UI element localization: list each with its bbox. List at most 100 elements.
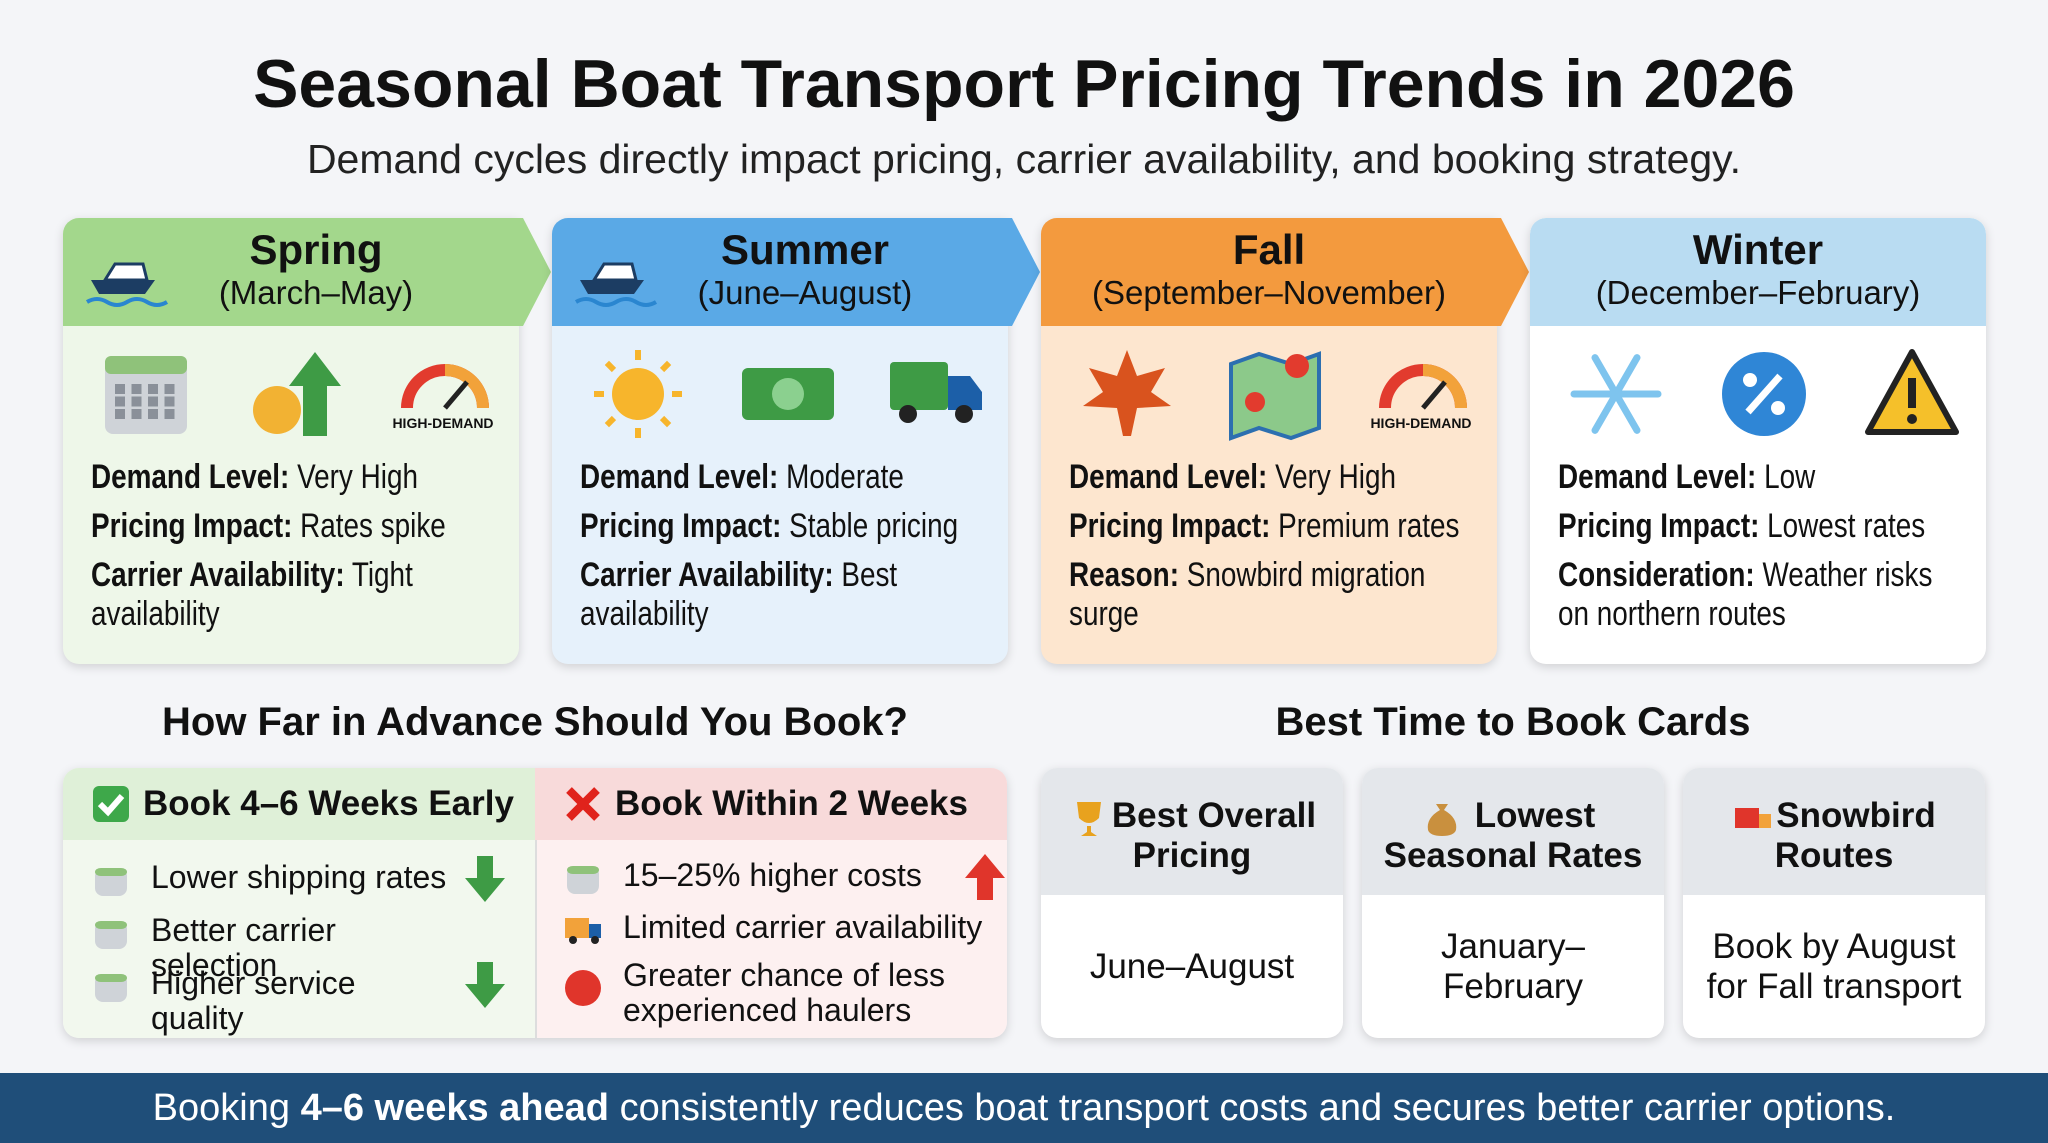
check (97, 794, 125, 817)
icon-svg (1497, 218, 1529, 326)
detail-value: Low (1764, 458, 1816, 496)
season-card: Spring (March–May) HIGH-DEMAND Demand Level… (63, 218, 551, 664)
icon-svg (565, 918, 601, 944)
best-card: Lowest Seasonal Rates January–February (1362, 768, 1664, 1038)
advance-header-bg (535, 768, 1007, 840)
detail-value: Stable pricing (789, 507, 959, 545)
icon-svg (1427, 804, 1457, 836)
season-header (1530, 218, 1986, 326)
title: Seasonal Boat Transport Pricing Trends i… (253, 46, 1795, 122)
pin (1245, 392, 1265, 412)
detail-value: Very High (1275, 458, 1396, 496)
detail-row: Consideration: Weather risks on northern… (1558, 556, 1968, 634)
item-icon (563, 968, 603, 1008)
calendar-top (95, 868, 127, 876)
advance-item: Greater chance of less experienced haule… (623, 957, 945, 1028)
icon-svg (465, 962, 505, 1008)
season-details: Demand Level: Low Pricing Impact: Lowest … (1558, 458, 1968, 644)
calendar-cell (164, 384, 175, 394)
warn-dot (1907, 414, 1917, 424)
season-icon (1568, 346, 1664, 442)
detail-label: Carrier Availability: (580, 556, 834, 594)
detail-row: Pricing Impact: Lowest rates (1558, 507, 1968, 546)
season-header (1041, 218, 1497, 326)
detail-row: Demand Level: Very High (91, 458, 501, 497)
advance-header-bg (63, 768, 535, 840)
icon-svg (1379, 364, 1467, 410)
detail-label: Demand Level: (91, 458, 290, 496)
bill-coin (772, 378, 804, 410)
sun (612, 368, 664, 420)
detail-label: Pricing Impact: (1069, 507, 1271, 545)
season-name: Winter (1692, 226, 1824, 273)
calendar-cell (148, 396, 158, 407)
season-icon (1079, 346, 1175, 442)
icon-svg (1077, 802, 1101, 836)
calendar-cell (131, 409, 142, 419)
detail-row: Carrier Availability: Best availability (580, 556, 990, 634)
header-arrow (519, 218, 551, 326)
best-card-header (1041, 768, 1343, 895)
footer-text: Booking (152, 1087, 290, 1129)
sun-ray (659, 360, 672, 373)
icon-svg (890, 362, 982, 423)
detail-row: Demand Level: Low (1558, 458, 1968, 497)
icon-svg (465, 856, 505, 902)
percent-dot (1743, 373, 1757, 387)
detail-label: Pricing Impact: (1558, 507, 1760, 545)
detail-label: Carrier Availability: (91, 556, 345, 594)
calendar-cell (164, 409, 175, 419)
icon-svg (95, 921, 127, 949)
advance-item: Limited carrier availability (623, 909, 983, 945)
best-card: Best Overall Pricing June–August (1041, 768, 1343, 1038)
detail-label: Consideration: (1558, 556, 1755, 594)
truck-box (1735, 808, 1759, 828)
season-icon (1375, 346, 1471, 442)
gauge-mid (1422, 364, 1467, 409)
season-icon (590, 346, 686, 442)
trophy (1077, 802, 1101, 836)
season-months: (June–August) (697, 274, 913, 311)
season-name: Summer (720, 226, 890, 273)
sun-ray (604, 360, 617, 373)
money-bag (1427, 804, 1457, 836)
gauge-label: HIGH-DEMAND (392, 415, 494, 431)
icon-svg (574, 262, 658, 307)
season-card: Summer (June–August) Demand Level: Moderat… (552, 218, 1040, 664)
section-title: How Far in Advance Should You Book? (162, 700, 908, 744)
item-icon (563, 908, 603, 948)
item-icon (91, 911, 131, 951)
calendar-cell (115, 384, 125, 394)
calendar-top (567, 866, 599, 874)
item-icon (563, 856, 603, 896)
icon-svg (1865, 349, 1959, 435)
advance-item: Better carrier selection (151, 912, 336, 983)
best-card-title: Lowest Seasonal Rates (1383, 796, 1643, 875)
card-icon (1733, 798, 1773, 838)
season-icon (101, 346, 197, 442)
arrow-icon (463, 854, 507, 904)
icon-svg (1008, 218, 1040, 326)
snow-arm (1591, 354, 1620, 398)
wheel (591, 936, 599, 944)
season-icon (1227, 346, 1323, 442)
best-card-text: Book by August for Fall transport (1706, 926, 1962, 1006)
arrow-down (465, 856, 505, 902)
season-name: Spring (249, 226, 383, 273)
icon-svg (566, 787, 600, 821)
boat (91, 280, 155, 294)
detail-row: Pricing Impact: Stable pricing (580, 507, 990, 546)
pin (1285, 354, 1309, 378)
arrow-up (289, 352, 341, 436)
detail-value: Moderate (786, 458, 904, 496)
section-title: Best Time to Book Cards (1275, 700, 1751, 744)
leaf (1083, 350, 1171, 436)
footer-emphasis: 4–6 weeks ahead (300, 1087, 609, 1129)
best-card-text: January–February (1441, 926, 1585, 1006)
detail-label: Demand Level: (1558, 458, 1757, 496)
needle (443, 380, 469, 410)
detail-row: Pricing Impact: Premium rates (1069, 507, 1479, 546)
best-card-header (1362, 768, 1664, 895)
